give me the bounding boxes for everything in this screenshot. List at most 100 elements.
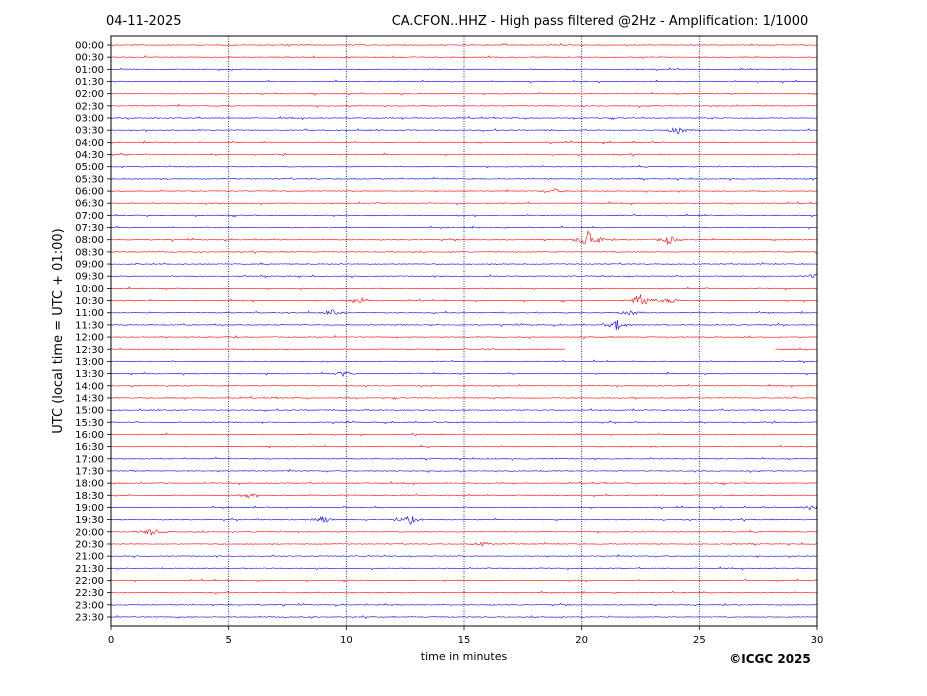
trace-00:00 — [110, 43, 818, 47]
trace-10:00 — [110, 286, 818, 291]
y-tick-label: 08:00 — [75, 235, 104, 246]
y-tick-label: 12:00 — [75, 333, 104, 344]
trace-09:00 — [110, 262, 818, 266]
y-tick-label: 17:30 — [75, 466, 104, 477]
y-tick-label: 15:00 — [75, 406, 104, 417]
trace-14:00 — [110, 383, 818, 388]
y-tick-label: 07:30 — [75, 223, 104, 234]
trace-15:30 — [110, 420, 818, 425]
trace-22:00 — [110, 578, 818, 583]
y-tick-label: 01:00 — [75, 65, 104, 76]
trace-06:00 — [110, 188, 818, 194]
trace-06:30 — [110, 201, 818, 206]
y-tick-label: 21:30 — [75, 564, 104, 575]
y-tick-label: 23:30 — [75, 612, 104, 623]
trace-08:30 — [110, 250, 818, 254]
trace-02:30 — [110, 103, 818, 108]
y-tick-label: 10:00 — [75, 284, 104, 295]
y-tick-label: 01:30 — [75, 77, 104, 88]
date-label: 04-11-2025 — [106, 14, 182, 29]
y-tick-label: 05:00 — [75, 162, 104, 173]
trace-18:00 — [110, 481, 818, 486]
chart-title: CA.CFON..HHZ - High pass filtered @2Hz -… — [392, 14, 809, 29]
trace-09:30 — [110, 273, 818, 279]
trace-08:00 — [110, 230, 818, 246]
trace-15:00 — [110, 408, 818, 412]
plot-frame — [110, 35, 818, 627]
y-tick-label: 09:30 — [75, 272, 104, 283]
y-tick-label: 02:30 — [75, 101, 104, 112]
y-tick-label: 19:30 — [75, 515, 104, 526]
trace-04:30 — [110, 152, 818, 157]
y-tick-label: 06:30 — [75, 199, 104, 210]
y-tick-label: 03:30 — [75, 126, 104, 137]
x-tick-label: 5 — [225, 635, 231, 646]
y-tick-label: 18:00 — [75, 479, 104, 490]
y-tick-label: 23:00 — [75, 600, 104, 611]
trace-12:30 — [110, 347, 818, 351]
y-tick-label: 12:30 — [75, 345, 104, 356]
trace-21:00 — [110, 554, 818, 559]
y-tick-label: 14:30 — [75, 393, 104, 404]
trace-13:00 — [110, 359, 818, 364]
y-tick-label: 06:00 — [75, 187, 104, 198]
trace-17:00 — [110, 456, 818, 461]
trace-03:30 — [110, 127, 818, 134]
y-tick-label: 14:00 — [75, 381, 104, 392]
y-tick-label: 13:30 — [75, 369, 104, 380]
y-tick-label: 04:30 — [75, 150, 104, 161]
y-tick-label: 04:00 — [75, 138, 104, 149]
y-tick-label: 09:00 — [75, 260, 104, 271]
y-tick-label: 13:00 — [75, 357, 104, 368]
y-tick-label: 19:00 — [75, 503, 104, 514]
trace-16:30 — [110, 444, 818, 449]
y-tick-label: 22:00 — [75, 576, 104, 587]
y-tick-label: 21:00 — [75, 552, 104, 563]
trace-13:30 — [110, 371, 818, 377]
y-tick-label: 05:30 — [75, 174, 104, 185]
x-tick-label: 15 — [458, 635, 471, 646]
y-tick-label: 16:30 — [75, 442, 104, 453]
trace-17:30 — [110, 468, 818, 473]
trace-19:30 — [110, 515, 818, 525]
trace-02:00 — [110, 91, 818, 96]
trace-05:00 — [110, 164, 817, 169]
y-tick-label: 16:00 — [75, 430, 104, 441]
y-tick-label: 22:30 — [75, 588, 104, 599]
trace-01:30 — [110, 79, 818, 84]
trace-03:00 — [110, 116, 818, 121]
trace-01:00 — [110, 67, 818, 72]
trace-11:30 — [110, 319, 818, 331]
y-tick-label: 20:00 — [75, 527, 104, 538]
copyright-label: ©ICGC 2025 — [729, 652, 811, 666]
y-tick-label: 11:30 — [75, 320, 104, 331]
trace-20:00 — [110, 529, 818, 536]
trace-11:00 — [110, 309, 818, 316]
x-tick-label: 25 — [693, 635, 706, 646]
trace-20:30 — [110, 541, 818, 547]
y-tick-label: 10:30 — [75, 296, 104, 307]
trace-05:30 — [110, 176, 818, 181]
grid-layer — [228, 36, 700, 626]
y-tick-label: 03:00 — [75, 114, 104, 125]
y-tick-label: 00:00 — [75, 41, 104, 52]
y-axis-label: UTC (local time = UTC + 01:00) — [51, 228, 66, 433]
trace-04:00 — [110, 140, 818, 145]
y-tick-label: 07:00 — [75, 211, 104, 222]
trace-07:00 — [110, 213, 818, 218]
trace-21:30 — [110, 566, 818, 571]
trace-00:30 — [110, 55, 818, 59]
x-tick-label: 10 — [340, 635, 353, 646]
trace-12:00 — [110, 335, 818, 340]
trace-10:30 — [110, 294, 818, 305]
y-tick-label: 15:30 — [75, 418, 104, 429]
trace-22:30 — [110, 590, 818, 595]
trace-19:00 — [110, 505, 818, 511]
x-tick-label: 0 — [108, 635, 114, 646]
y-tick-label: 02:00 — [75, 89, 104, 100]
y-tick-label: 20:30 — [75, 539, 104, 550]
x-axis-label: time in minutes — [421, 650, 508, 663]
x-tick-label: 20 — [575, 635, 588, 646]
